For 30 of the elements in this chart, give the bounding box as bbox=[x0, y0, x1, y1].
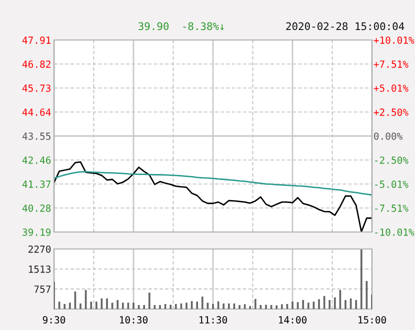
y2-tick-label: -2.50% bbox=[375, 156, 408, 164]
x-tick-label: 10:30 bbox=[120, 316, 148, 324]
y-tick-label: 44.64 bbox=[22, 108, 51, 116]
x-tick-label: 14:00 bbox=[279, 316, 307, 324]
x-tick-label: 9:30 bbox=[42, 316, 66, 324]
y-tick-label: 42.46 bbox=[22, 156, 51, 164]
y2-tick-label: -10.01% bbox=[375, 228, 414, 236]
line-series bbox=[54, 170, 372, 196]
y-tick-label: 43.55 bbox=[22, 132, 50, 140]
x-tick-label: 15:00 bbox=[358, 316, 386, 324]
y2-tick-label: +10.01% bbox=[374, 36, 414, 44]
y2-tick-label: +2.50% bbox=[374, 108, 408, 116]
y-tick-label: 45.73 bbox=[22, 84, 50, 92]
y-tick-label: 39.19 bbox=[22, 228, 51, 236]
y2-tick-label: +7.51% bbox=[374, 60, 408, 68]
y2-tick-label: -7.51% bbox=[375, 204, 408, 212]
y-tick-label: 47.91 bbox=[22, 36, 51, 44]
y2-tick-label: +5.01% bbox=[374, 84, 408, 92]
y-tick-label: 40.28 bbox=[22, 204, 51, 212]
y2-tick-label: 0.00% bbox=[374, 132, 402, 140]
text: -8.38%↓ bbox=[183, 22, 224, 30]
y-tick-label: 1513 bbox=[28, 266, 50, 273]
y-tick-label: 46.82 bbox=[22, 60, 50, 68]
y-tick-label: 2270 bbox=[28, 246, 51, 253]
y-tick-label: 757 bbox=[34, 286, 50, 293]
y2-tick-label: -5.01% bbox=[375, 180, 408, 188]
x-tick-label: 11:30 bbox=[200, 316, 228, 324]
text: 2020-02-28 15:00:04 bbox=[286, 22, 404, 30]
y-tick-label: 41.37 bbox=[22, 180, 50, 188]
text: 39.90 bbox=[138, 22, 169, 30]
